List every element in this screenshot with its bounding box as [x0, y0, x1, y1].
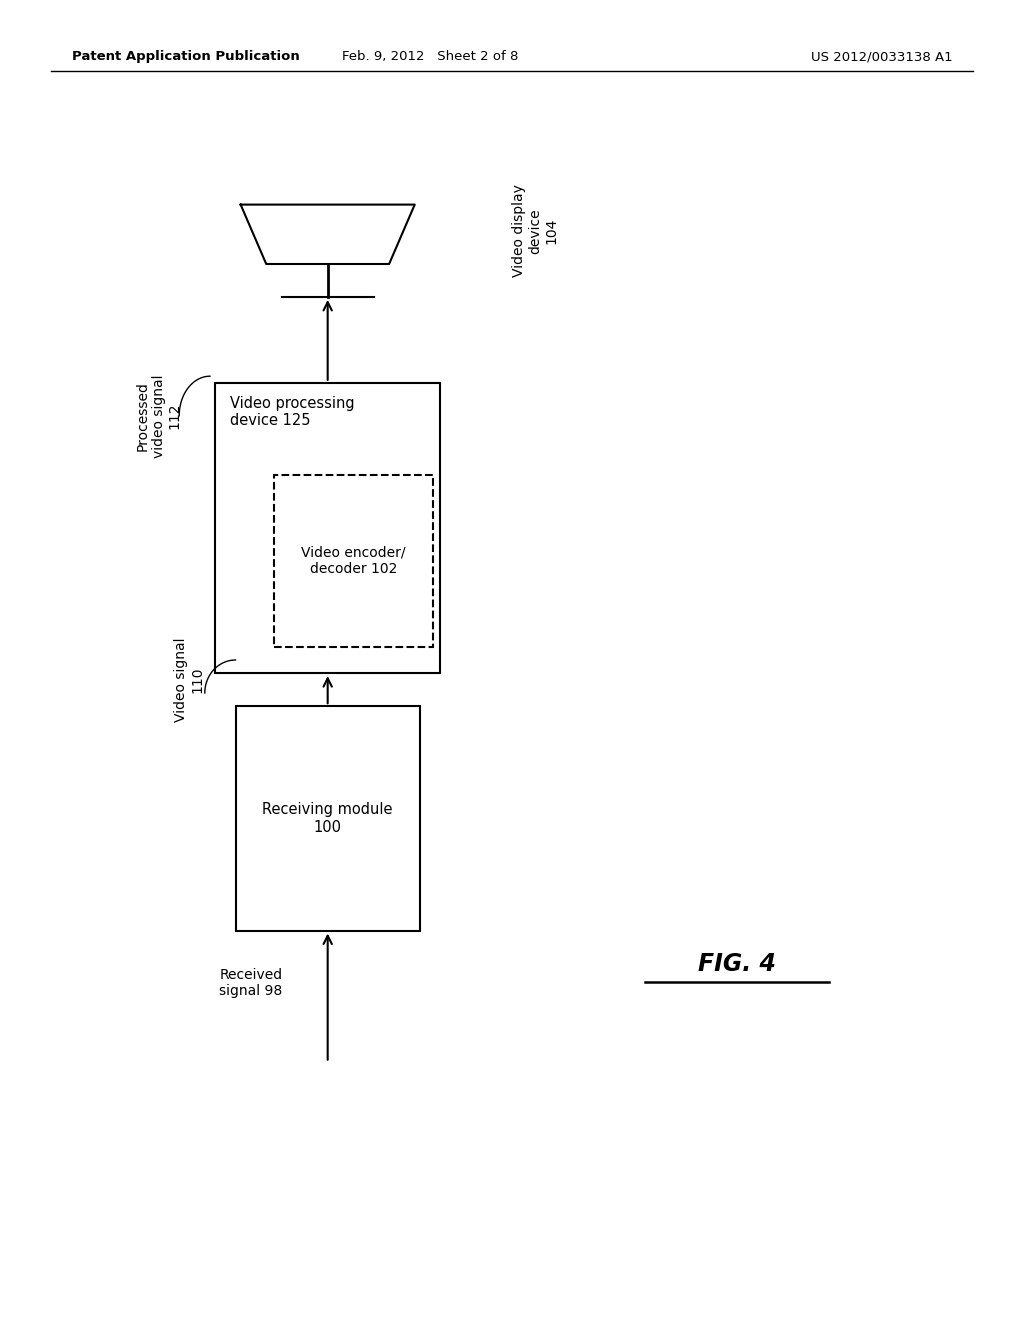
Bar — [273, 475, 432, 647]
Text: US 2012/0033138 A1: US 2012/0033138 A1 — [811, 50, 952, 63]
Bar — [236, 706, 420, 931]
Text: Feb. 9, 2012   Sheet 2 of 8: Feb. 9, 2012 Sheet 2 of 8 — [342, 50, 518, 63]
Text: Patent Application Publication: Patent Application Publication — [72, 50, 299, 63]
Text: Video processing
device 125: Video processing device 125 — [230, 396, 355, 429]
Text: Video encoder/
decoder 102: Video encoder/ decoder 102 — [301, 546, 406, 576]
Text: Processed
video signal
112: Processed video signal 112 — [135, 374, 182, 458]
Text: Received
signal 98: Received signal 98 — [219, 969, 283, 998]
Text: Video signal
110: Video signal 110 — [174, 638, 205, 722]
Text: FIG. 4: FIG. 4 — [698, 952, 776, 975]
Bar — [215, 383, 440, 673]
Text: Video display
device
104: Video display device 104 — [512, 185, 558, 277]
Text: Receiving module
100: Receiving module 100 — [262, 803, 393, 834]
